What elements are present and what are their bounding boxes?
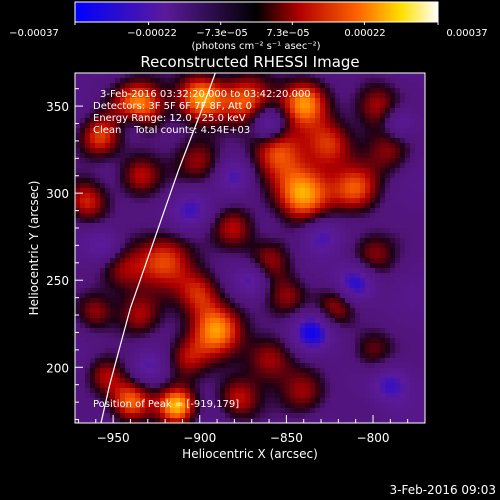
colorbar (74, 1, 439, 23)
y-tick-label: 250 (46, 274, 69, 288)
heatmap-image (75, 73, 425, 423)
clean-counts-label: Clean Total counts: 4.54E+03 (93, 125, 250, 136)
y-axis-label: Heliocentric Y (arcsec) (27, 181, 41, 316)
y-axis: 200 250 300 350 (46, 100, 83, 375)
time-range-label: 3-Feb-2016 03:32:20.000 to 03:42:20.000 (100, 89, 311, 100)
colorbar-tick-label: 0.00022 (344, 28, 385, 39)
x-tick-label: −850 (270, 431, 303, 445)
colorbar-tick-label: −0.00037 (9, 28, 59, 39)
colorbar-tick-label: −0.00022 (127, 28, 177, 39)
colorbar-unit-label: (photons cm⁻² s⁻¹ asec⁻²) (191, 41, 320, 52)
x-axis: −950 −900 −850 −800 (97, 415, 390, 445)
y-tick-label: 300 (46, 187, 69, 201)
x-tick-label: −950 (97, 431, 130, 445)
y-tick-label: 350 (46, 100, 69, 114)
colorbar-tick-label: 7.3e−05 (266, 28, 309, 39)
peak-position-label: Position of Peak = [-919,179] (93, 399, 239, 410)
x-axis-label: Heliocentric X (arcsec) (182, 447, 318, 461)
colorbar-tick-label: −7.3e−05 (196, 28, 248, 39)
detectors-label: Detectors: 3F 5F 6F 7F 8F, Att 0 (93, 101, 252, 112)
chart-title: Reconstructed RHESSI Image (140, 53, 359, 71)
axis-minor-ticks (75, 88, 426, 423)
x-tick-label: −800 (357, 431, 390, 445)
solar-limb-curve (100, 73, 216, 423)
x-tick-label: −900 (183, 431, 216, 445)
y-tick-label: 200 (46, 361, 69, 375)
energy-range-label: Energy Range: 12.0 - 25.0 keV (93, 113, 246, 124)
footer-timestamp: 3-Feb-2016 09:03 (390, 483, 496, 497)
colorbar-ticks (74, 22, 439, 25)
plot-frame (74, 72, 426, 424)
colorbar-tick-label: 0.00037 (446, 28, 487, 39)
